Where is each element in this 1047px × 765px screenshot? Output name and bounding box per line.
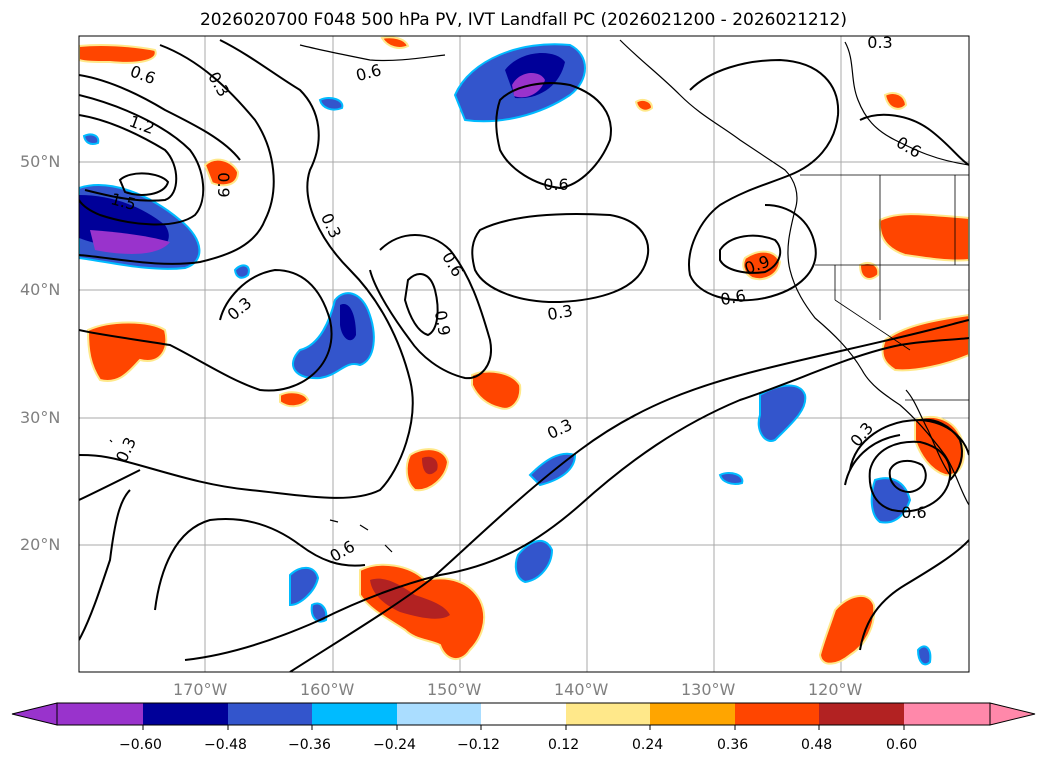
contour-label: 0.9: [431, 309, 454, 337]
colorbar-tick-label: −0.12: [457, 737, 500, 753]
orange-region-south-east: [818, 595, 876, 665]
contour-label: 0.3: [867, 33, 892, 52]
colorbar-tick-label: 0.60: [886, 737, 918, 753]
colorbar-segment: [904, 703, 990, 725]
colorbar-tick-label: −0.24: [373, 737, 416, 753]
blue-region-east: [757, 384, 807, 442]
map-title: 2026020700 F048 500 hPa PV, IVT Landfall…: [199, 10, 847, 30]
colorbar-segment: [228, 703, 312, 725]
blue-region-south: [514, 540, 554, 584]
lat-label-30n: 30°N: [20, 408, 61, 427]
orange-region-small-e: [380, 36, 410, 49]
colorbar-extend-right: [989, 702, 1036, 726]
colorbar-segment: [650, 703, 735, 725]
blue-region-small-4: [916, 645, 932, 666]
lat-label-40n: 40°N: [20, 280, 61, 299]
orange-region-midpacific: [471, 370, 522, 410]
contour-label: 0.3: [546, 301, 574, 324]
colorbar-segment: [481, 703, 566, 725]
contour-label: 0.6: [901, 503, 926, 522]
colorbar-segment: [566, 703, 650, 725]
colorbar-segment: [819, 703, 904, 725]
map-frame: [78, 35, 970, 673]
colorbar: [11, 702, 1036, 730]
blue-region-small-5: [233, 264, 250, 279]
navy-region-midpacific: [340, 304, 356, 341]
orange-region-northwest: [79, 44, 157, 64]
blue-region-small-3: [718, 472, 744, 485]
colorbar-segment: [397, 703, 481, 725]
colorbar-tick-label: −0.48: [204, 737, 247, 753]
lat-label-50n: 50°N: [20, 152, 61, 171]
colorbar-tick-label: 0.48: [801, 737, 833, 753]
colorbar-segment: [312, 703, 397, 725]
orange-region-small-c: [883, 92, 908, 110]
colorbar-tick-label: 0.24: [632, 737, 664, 753]
contour-label: 0.6: [543, 175, 568, 194]
lon-label-120w: 120°W: [808, 680, 863, 699]
contour-label: 0.6: [719, 286, 747, 309]
colorbar-tick-label: 0.36: [717, 737, 749, 753]
lon-label-160w: 160°W: [300, 680, 355, 699]
blue-region-small-2: [310, 602, 328, 623]
lon-label-150w: 150°W: [427, 680, 482, 699]
lat-label-20n: 20°N: [20, 535, 61, 554]
colorbar-segment: [57, 703, 143, 725]
orange-region-small-b: [858, 262, 880, 280]
orange-region-west: [86, 321, 168, 382]
colorbar-tick-label: 0.12: [548, 737, 580, 753]
political-borders: [800, 174, 969, 401]
blue-region-small-6: [318, 97, 344, 111]
blue-region-midpacific: [291, 292, 375, 380]
orange-region-small-a: [279, 391, 310, 408]
colorbar-extend-left: [11, 702, 58, 726]
colorbar-segment: [735, 703, 819, 725]
colorbar-tick-label: −0.60: [119, 737, 162, 753]
contour-label: 0.9: [214, 172, 233, 197]
red-region-central: [422, 456, 438, 475]
contour-lines: [79, 39, 969, 672]
negative-shading: [79, 43, 932, 666]
red-region-hawaii: [370, 578, 450, 619]
blue-region-small-7: [82, 133, 100, 146]
colorbar-segment: [143, 703, 228, 725]
orange-region-northwest-us: [878, 213, 969, 262]
lon-label-170w: 170°W: [173, 680, 228, 699]
blue-region-small-1: [289, 566, 320, 607]
purple-region-dateline: [90, 230, 170, 254]
lon-label-130w: 130°W: [681, 680, 736, 699]
orange-region-northwest-2: [203, 158, 240, 187]
orange-region-small-d: [634, 99, 654, 112]
lon-label-140w: 140°W: [554, 680, 609, 699]
colorbar-tick-label: −0.36: [288, 737, 331, 753]
